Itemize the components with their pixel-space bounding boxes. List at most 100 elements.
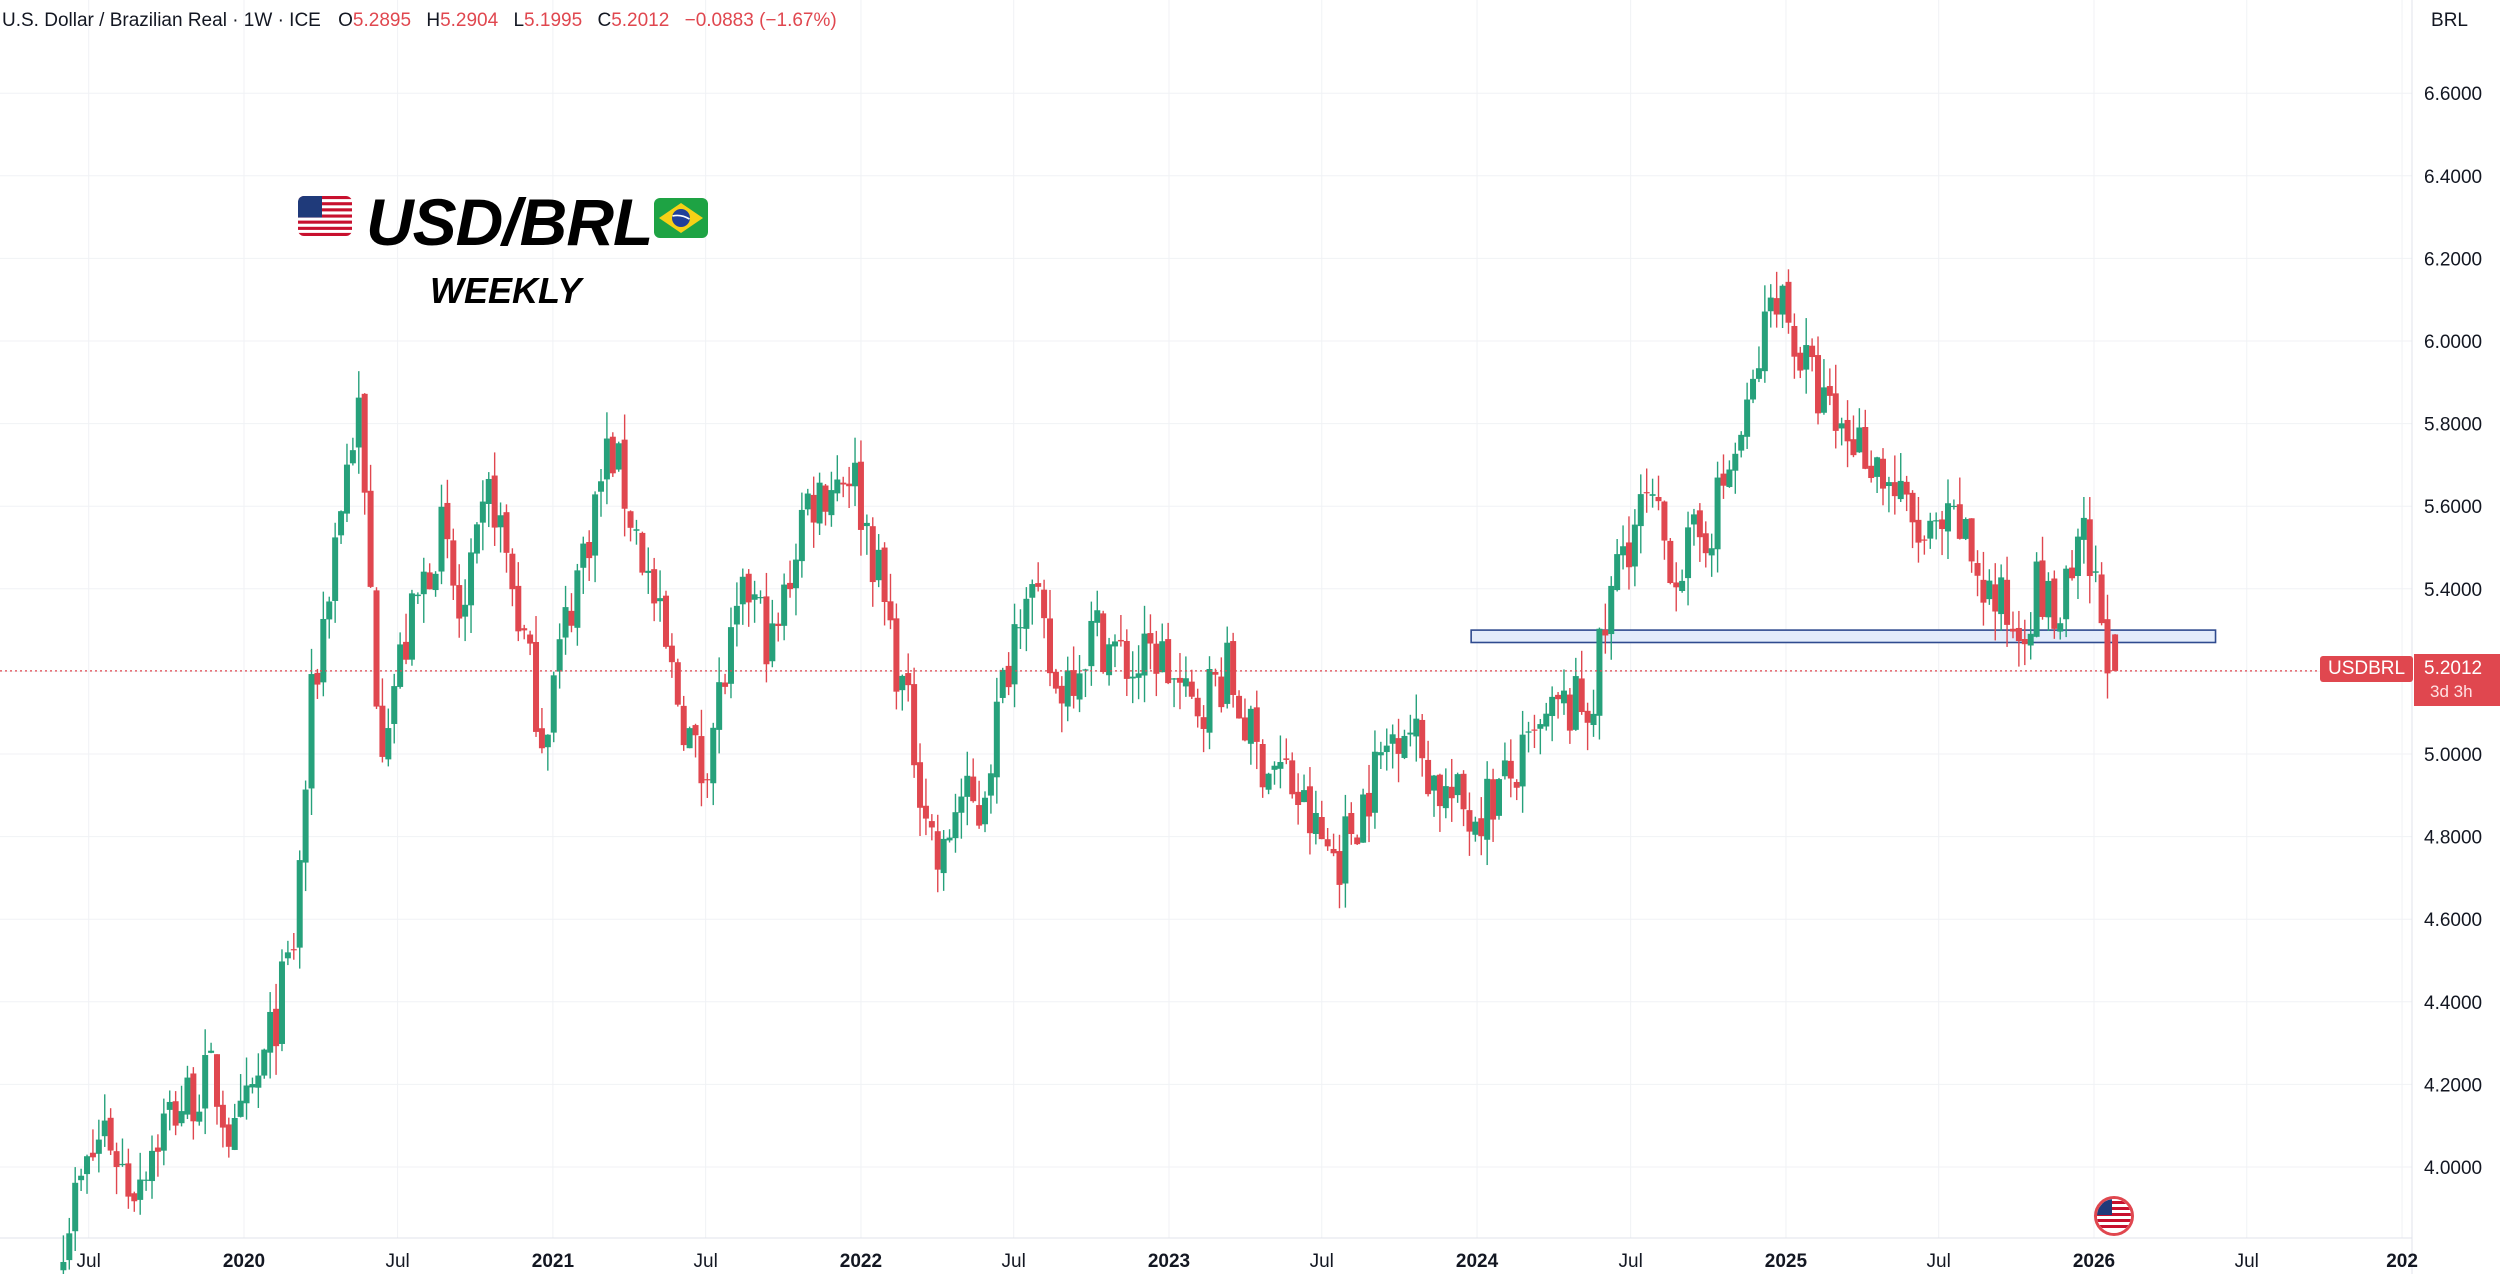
candle-body (473, 524, 480, 554)
candle-body (426, 572, 433, 590)
candle-body (2033, 561, 2040, 637)
x-tick-label: Jul (1002, 1251, 1026, 1272)
candle-body (284, 952, 291, 959)
candle-body (1809, 345, 1816, 358)
candle-body (662, 595, 669, 647)
candle-body (1531, 729, 1538, 731)
candle-body (810, 494, 817, 523)
candle-body (775, 623, 782, 626)
candle-body (213, 1054, 220, 1107)
candle-body (1029, 584, 1036, 598)
candle-body (1655, 497, 1662, 502)
currency-badge[interactable]: BRL (2423, 8, 2476, 34)
candle-body (302, 789, 309, 863)
candle-body (1891, 482, 1898, 497)
candle-body (438, 506, 445, 572)
candle-body (1874, 457, 1881, 477)
support-zone[interactable] (1470, 629, 2217, 644)
candle-body (1992, 584, 1999, 612)
candle-body (911, 684, 918, 766)
x-tick-label: 202 (2386, 1251, 2418, 1272)
candle-body (1915, 519, 1922, 543)
candle-body (1850, 439, 1857, 456)
candle-body (2021, 638, 2028, 645)
candle-body (757, 597, 764, 599)
candle-body (1171, 678, 1178, 680)
candle-body (432, 573, 439, 591)
candle-body (852, 462, 859, 487)
candle-body (1732, 453, 1739, 471)
candle-body (603, 438, 610, 480)
candle-body (1714, 477, 1721, 550)
candle-body (952, 812, 959, 839)
candle-body (580, 543, 587, 568)
last-price-box: 5.2012 3d 3h (2414, 654, 2500, 706)
candle-body (1649, 494, 1656, 496)
candle-body (1962, 519, 1969, 539)
y-tick-label: 4.6000 (2424, 910, 2482, 931)
y-tick-label: 6.4000 (2424, 167, 2482, 188)
candle-body (343, 464, 350, 514)
candle-body (261, 1049, 268, 1076)
candle-body (509, 553, 516, 590)
candle-body (840, 482, 847, 485)
candle-body (745, 573, 752, 603)
candle-body (1176, 677, 1183, 683)
candle-body (1407, 732, 1414, 735)
candle-body (1259, 744, 1266, 788)
candle-body (149, 1150, 156, 1182)
candle-body (172, 1101, 179, 1126)
candle-body (2039, 560, 2046, 617)
y-tick-label: 5.6000 (2424, 497, 2482, 518)
candle-body (1903, 481, 1910, 495)
candle-body (751, 594, 758, 600)
us-flag-icon[interactable] (2094, 1196, 2134, 1236)
candle-body (95, 1139, 102, 1154)
candle-body (609, 436, 616, 474)
candle-body (527, 634, 534, 644)
candle-body (940, 838, 947, 874)
candle-body (113, 1151, 120, 1168)
candle-body (934, 831, 941, 870)
candle-body (544, 734, 551, 748)
candle-body (1885, 482, 1892, 487)
chart-title: USD/BRL (366, 185, 653, 259)
candle-body (456, 585, 463, 619)
candle-body (1336, 851, 1343, 885)
candle-body (1549, 696, 1556, 717)
candle-body (1147, 633, 1154, 644)
high-value: 5.2904 (440, 10, 499, 31)
candle-body (1868, 465, 1875, 479)
candle-body (2045, 580, 2052, 618)
candle-body (1797, 352, 1804, 371)
candle-body (727, 627, 734, 684)
candle-body (763, 596, 770, 665)
candle-body (698, 736, 705, 784)
candle-body (1560, 690, 1567, 704)
high-label: H (426, 10, 441, 31)
candle-body (1041, 589, 1048, 619)
candle-body (993, 701, 1000, 778)
candle-body (1094, 610, 1101, 623)
candle-body (1371, 751, 1378, 813)
candle-body (1011, 624, 1018, 685)
candle-body (1348, 812, 1355, 835)
candle-body (468, 552, 475, 606)
candle-body (1803, 345, 1810, 370)
candle-body (2104, 619, 2111, 674)
candle-body (1159, 641, 1166, 673)
candle-body (1135, 673, 1142, 678)
candle-body (905, 673, 912, 686)
candle-body (1543, 713, 1550, 727)
candle-body (733, 605, 740, 625)
candle-body (1448, 786, 1455, 799)
y-tick-label: 5.4000 (2424, 580, 2482, 601)
candle-body (875, 549, 882, 581)
candle-body (881, 547, 888, 603)
candle-body (1454, 774, 1461, 796)
candle-body (680, 705, 687, 746)
x-tick-label: 2024 (1456, 1251, 1499, 1272)
candle-body (1933, 520, 1940, 522)
candle-body (857, 461, 864, 530)
